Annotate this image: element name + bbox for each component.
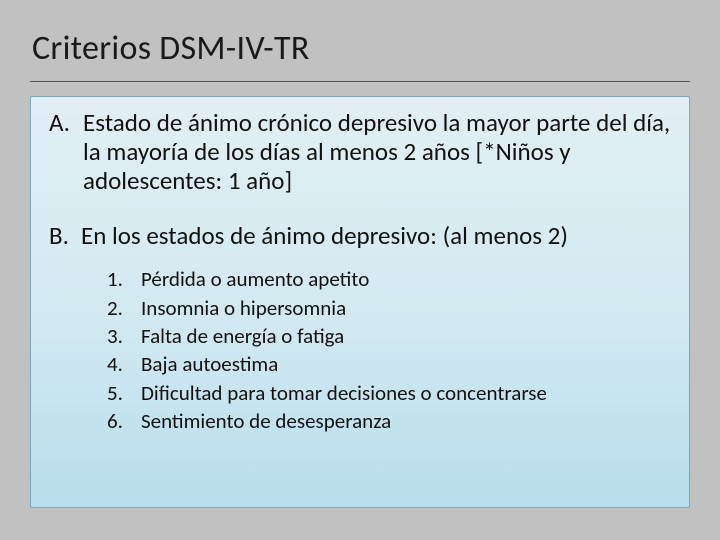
criterion-b: B. En los estados de ánimo depresivo: (a… <box>49 221 671 251</box>
list-item-marker: 3. <box>107 322 141 350</box>
criterion-b-text: En los estados de ánimo depresivo: (al m… <box>81 221 671 251</box>
list-item-text: Baja autoestima <box>141 350 278 378</box>
criterion-b-sublist: 1. Pérdida o aumento apetito 2. Insomnia… <box>107 265 671 435</box>
list-item: 5. Dificultad para tomar decisiones o co… <box>107 379 671 407</box>
slide-title: Criterios DSM-IV-TR <box>32 28 690 69</box>
list-item: 4. Baja autoestima <box>107 350 671 378</box>
criterion-b-marker: B. <box>49 221 81 251</box>
criterion-a-marker: A. <box>49 109 83 195</box>
list-item-text: Dificultad para tomar decisiones o conce… <box>141 379 547 407</box>
criterion-a: A. Estado de ánimo crónico depresivo la … <box>49 109 671 195</box>
title-block: Criterios DSM-IV-TR <box>30 20 690 82</box>
list-item-marker: 4. <box>107 350 141 378</box>
list-item: 1. Pérdida o aumento apetito <box>107 265 671 293</box>
list-item-text: Sentimiento de desesperanza <box>141 407 391 435</box>
list-item-marker: 5. <box>107 379 141 407</box>
list-item: 6. Sentimiento de desesperanza <box>107 407 671 435</box>
list-item: 2. Insomnia o hipersomnia <box>107 294 671 322</box>
list-item-marker: 6. <box>107 407 141 435</box>
list-item-marker: 1. <box>107 265 141 293</box>
list-item: 3. Falta de energía o fatiga <box>107 322 671 350</box>
criterion-a-text: Estado de ánimo crónico depresivo la may… <box>83 109 671 195</box>
list-item-text: Falta de energía o fatiga <box>141 322 344 350</box>
list-item-text: Insomnia o hipersomnia <box>141 294 346 322</box>
content-box: A. Estado de ánimo crónico depresivo la … <box>30 96 690 508</box>
slide: Criterios DSM-IV-TR A. Estado de ánimo c… <box>0 0 720 540</box>
list-item-text: Pérdida o aumento apetito <box>141 265 369 293</box>
list-item-marker: 2. <box>107 294 141 322</box>
